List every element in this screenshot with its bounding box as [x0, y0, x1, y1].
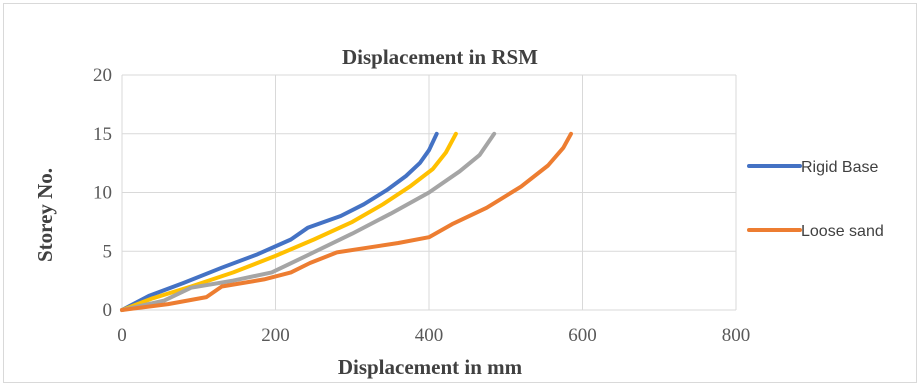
legend-label: Rigid Base — [801, 159, 878, 176]
x-tick-label: 800 — [722, 325, 751, 346]
series-line-3 — [120, 131, 497, 312]
y-tick-label: 0 — [103, 300, 113, 321]
legend: Rigid Base Loose sand — [747, 159, 884, 240]
y-tick-label: 15 — [93, 124, 112, 145]
x-tick-label: 200 — [261, 325, 290, 346]
chart-title: Displacement in RSM — [342, 45, 538, 69]
series-line-4 — [120, 131, 573, 312]
chart-frame: 0 5 10 15 20 0 200 400 600 800 Displacement in RS… — [3, 3, 917, 383]
series-lines — [120, 131, 573, 312]
y-tick-label: 20 — [93, 65, 112, 86]
y-tick-label: 10 — [93, 183, 112, 204]
x-axis-label: Displacement in mm — [338, 355, 523, 379]
x-tick-label: 600 — [568, 325, 597, 346]
y-tick-label: 5 — [103, 241, 113, 262]
series-line-1 — [120, 131, 439, 312]
y-axis-label: Storey No. — [33, 168, 57, 262]
series-line-2 — [120, 131, 458, 312]
x-tick-label: 400 — [415, 325, 444, 346]
x-tick-label: 0 — [117, 325, 127, 346]
legend-label: Loose sand — [801, 223, 884, 240]
